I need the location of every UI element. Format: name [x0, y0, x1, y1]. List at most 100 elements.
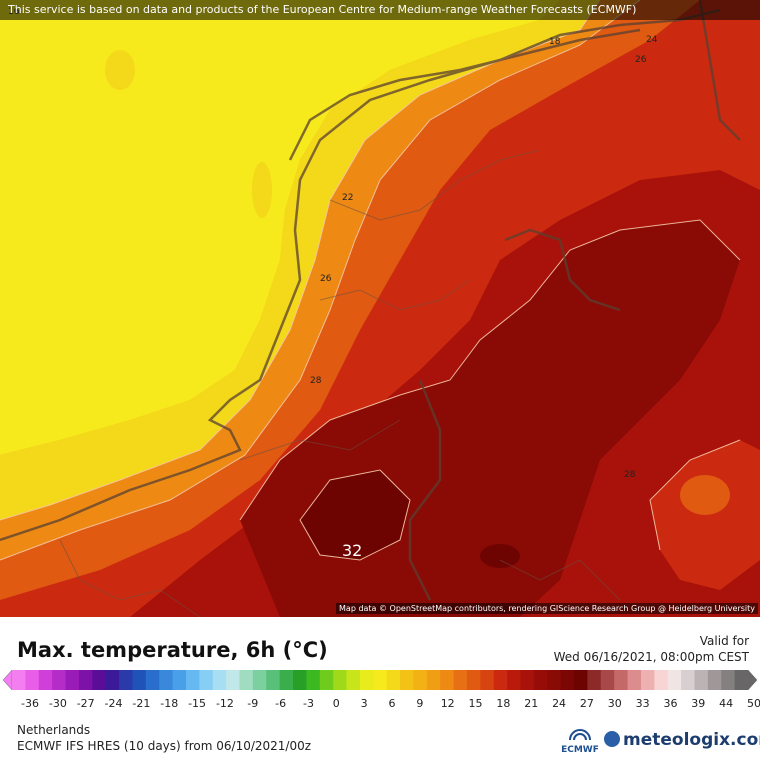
- ecmwf-logo-text: ECMWF: [561, 745, 599, 755]
- legend-swatch: [466, 670, 481, 690]
- legend-swatch: [373, 670, 388, 690]
- legend-tick-label: -9: [247, 697, 258, 708]
- legend-tick-label: 33: [636, 697, 650, 708]
- legend-tick-label: 39: [691, 697, 705, 708]
- max-temp-label: 32: [342, 541, 362, 560]
- hot-spot-east: [480, 544, 520, 568]
- meteologix-logo-icon: [604, 731, 620, 747]
- legend-swatch: [493, 670, 508, 690]
- legend-swatch: [600, 670, 615, 690]
- legend-right-arrow: [747, 669, 758, 691]
- legend-tick-label: 50: [747, 697, 760, 708]
- legend-tick-label: -21: [132, 697, 150, 708]
- legend-swatch: [520, 670, 535, 690]
- legend-left-arrow: [2, 669, 13, 691]
- legend-tick-label: 6: [389, 697, 396, 708]
- valid-time: Wed 06/16/2021, 08:00pm CEST: [553, 650, 749, 664]
- legend-swatch: [333, 670, 348, 690]
- sea-mid-band: [0, 0, 600, 520]
- legend-swatch: [400, 670, 414, 690]
- contour-label: 22: [342, 193, 353, 203]
- ecmwf-globe-icon: [569, 729, 591, 741]
- legend-swatch: [266, 670, 281, 690]
- legend-swatch: [560, 670, 575, 690]
- legend-swatch: [252, 670, 267, 690]
- legend-swatch: [721, 670, 736, 690]
- legend-swatch: [386, 670, 401, 690]
- legend-tick-label: -12: [216, 697, 234, 708]
- legend-swatch: [105, 670, 120, 690]
- legend-swatch: [306, 670, 321, 690]
- legend-tick-label: -36: [21, 697, 39, 708]
- ecmwf-logo[interactable]: ECMWF: [560, 726, 600, 755]
- legend-swatch: [654, 670, 669, 690]
- legend-swatch: [25, 670, 40, 690]
- model-run-label: ECMWF IFS HRES (10 days) from 06/10/2021…: [17, 739, 312, 753]
- east-warm-spot: [680, 475, 730, 515]
- coastline-borders: [0, 0, 741, 601]
- contour-label: 24: [646, 35, 658, 45]
- legend-swatch: [681, 670, 695, 690]
- legend-swatch: [533, 670, 548, 690]
- admin-borders: [59, 149, 621, 617]
- legend-swatch: [145, 670, 160, 690]
- legend-swatch: [65, 670, 80, 690]
- legend-swatch: [453, 670, 468, 690]
- legend-swatch: [574, 670, 588, 690]
- legend-tick-label: -15: [188, 697, 206, 708]
- deep-maroon-core: [300, 470, 410, 560]
- legend-swatch: [132, 670, 147, 690]
- legend-swatch: [293, 670, 307, 690]
- legend-swatch: [413, 670, 428, 690]
- contour-label: 26: [320, 274, 332, 284]
- isotherm-lines: [0, 0, 741, 561]
- legend-tick-label: 9: [416, 697, 423, 708]
- legend-tick-label: -24: [105, 697, 123, 708]
- legend-swatch: [426, 670, 441, 690]
- legend-tick-label: -6: [275, 697, 286, 708]
- contour-labels: 18 24 26 22 26 28 28: [310, 35, 658, 480]
- sea-patch-north: [105, 50, 135, 90]
- legend-tick-label: -18: [160, 697, 178, 708]
- legend-tick-label: -27: [77, 697, 95, 708]
- color-legend: -36 -30 -27 -24 -21 -18 -15 -12 -9 -6 -3 0 3 6 9 12 15 18…: [0, 668, 760, 710]
- legend-swatch: [587, 670, 602, 690]
- legend-tick-label: 3: [361, 697, 368, 708]
- legend-tick-label: 30: [608, 697, 622, 708]
- legend-tick-label: 27: [580, 697, 594, 708]
- legend-tick-label: -30: [49, 697, 67, 708]
- legend-swatch: [667, 670, 682, 690]
- valid-for-label: Valid for: [699, 634, 749, 648]
- source-notice-bar: This service is based on data and produc…: [0, 0, 760, 20]
- map-canvas: 18 24 26 22 26 28 28 32 16: [0, 0, 760, 617]
- legend-swatch: [627, 670, 642, 690]
- map-attribution: Map data © OpenStreetMap contributors, r…: [336, 603, 758, 614]
- legend-swatch: [480, 670, 495, 690]
- sea-island-patch: [252, 162, 272, 218]
- page-title: Max. temperature, 6h (°C): [17, 638, 328, 662]
- legend-swatch: [694, 670, 709, 690]
- legend-tick-label: 18: [496, 697, 510, 708]
- legend-swatch: [159, 670, 174, 690]
- legend-swatch: [614, 670, 629, 690]
- legend-swatch: [707, 670, 722, 690]
- legend-swatch: [119, 670, 133, 690]
- contour-label: 18: [549, 37, 561, 47]
- legend-swatch: [172, 670, 187, 690]
- legend-tick-label: 36: [663, 697, 677, 708]
- contour-label: 26: [635, 55, 647, 65]
- legend-swatch: [38, 670, 53, 690]
- legend-swatch: [507, 670, 522, 690]
- legend-swatch: [640, 670, 655, 690]
- legend-swatch: [185, 670, 200, 690]
- legend-swatch: [78, 670, 93, 690]
- legend-tick-label: 12: [441, 697, 455, 708]
- legend-swatch: [279, 670, 294, 690]
- source-notice-text: This service is based on data and produc…: [8, 3, 637, 16]
- legend-swatch: [92, 670, 107, 690]
- legend-tick-label: 0: [333, 697, 340, 708]
- sea-cool-band: [0, 0, 560, 455]
- legend-swatch: [346, 670, 361, 690]
- meteologix-logo[interactable]: meteologix.com: [604, 730, 760, 750]
- legend-swatch: [359, 670, 374, 690]
